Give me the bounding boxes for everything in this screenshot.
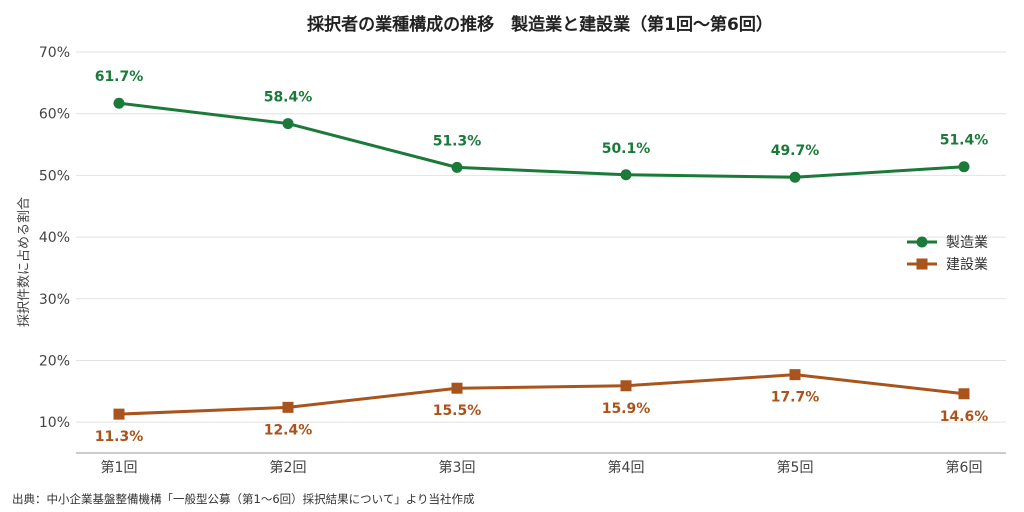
series-line (118, 101, 965, 179)
y-tick-label: 60% (39, 107, 70, 123)
data-label: 11.3% (95, 429, 144, 445)
data-point (789, 369, 801, 381)
legend-item: 建設業 (907, 257, 988, 273)
series-construction: 11.3% 12.4% 15.5% 15.9% 17.7% 14.6% (95, 369, 989, 445)
y-axis-ticks: 10% 20% 30% 40% 50% 60% 70% (39, 45, 70, 431)
data-point (282, 118, 294, 130)
series-line (118, 373, 965, 416)
legend-marker (916, 258, 928, 270)
data-label: 51.3% (433, 133, 482, 149)
data-label: 61.7% (95, 69, 144, 85)
legend-label: 製造業 (946, 235, 988, 251)
y-tick-label: 70% (39, 45, 70, 61)
data-point (113, 408, 125, 420)
y-tick-label: 20% (39, 353, 70, 369)
data-label: 12.4% (264, 422, 313, 438)
data-point (789, 171, 801, 183)
data-point (451, 161, 463, 173)
data-point (620, 169, 632, 181)
data-label: 15.9% (602, 401, 651, 417)
data-label: 17.7% (771, 390, 820, 406)
y-tick-label: 10% (39, 415, 70, 431)
data-label: 51.4% (940, 133, 989, 149)
chart-title: 採択者の業種構成の推移 製造業と建設業（第1回〜第6回） (307, 14, 773, 35)
y-tick-label: 30% (39, 292, 70, 308)
y-tick-label: 50% (39, 168, 70, 184)
x-tick-label: 第3回 (439, 459, 476, 476)
data-label: 50.1% (602, 141, 651, 157)
legend-label: 建設業 (946, 257, 988, 273)
data-point (113, 97, 125, 109)
data-label: 14.6% (940, 409, 989, 425)
source-note: 出典：中小企業基盤整備機構「一般型公募（第1〜6回）採択結果について」より当社作… (12, 492, 475, 506)
line-chart: 採択者の業種構成の推移 製造業と建設業（第1回〜第6回） 10% 20% 30% 40… (16, 14, 1006, 476)
data-point (620, 380, 632, 392)
x-tick-label: 第4回 (608, 459, 645, 476)
x-axis-ticks: 第1回 第2回 第3回 第4回 第5回 第6回 (101, 459, 983, 476)
data-label: 15.5% (433, 403, 482, 419)
series-group: 61.7% 58.4% 51.3% 50.1% 49.7% 51.4% 11.3% 12.4%… (95, 69, 989, 445)
data-point (958, 161, 970, 173)
x-tick-label: 第2回 (270, 459, 307, 476)
grid-lines (76, 51, 1006, 423)
legend-marker (916, 236, 928, 248)
x-tick-label: 第6回 (946, 459, 983, 476)
data-point (282, 401, 294, 413)
x-tick-label: 第1回 (101, 459, 138, 476)
series-manufacturing: 61.7% 58.4% 51.3% 50.1% 49.7% 51.4% (95, 69, 989, 183)
x-tick-label: 第5回 (777, 459, 814, 476)
data-label: 49.7% (771, 143, 820, 159)
y-tick-label: 40% (39, 230, 70, 246)
data-point (958, 388, 970, 400)
y-axis-label: 採択件数に占める割合 (16, 197, 32, 327)
data-point (451, 382, 463, 394)
legend-item: 製造業 (907, 235, 988, 251)
data-label: 58.4% (264, 90, 313, 106)
